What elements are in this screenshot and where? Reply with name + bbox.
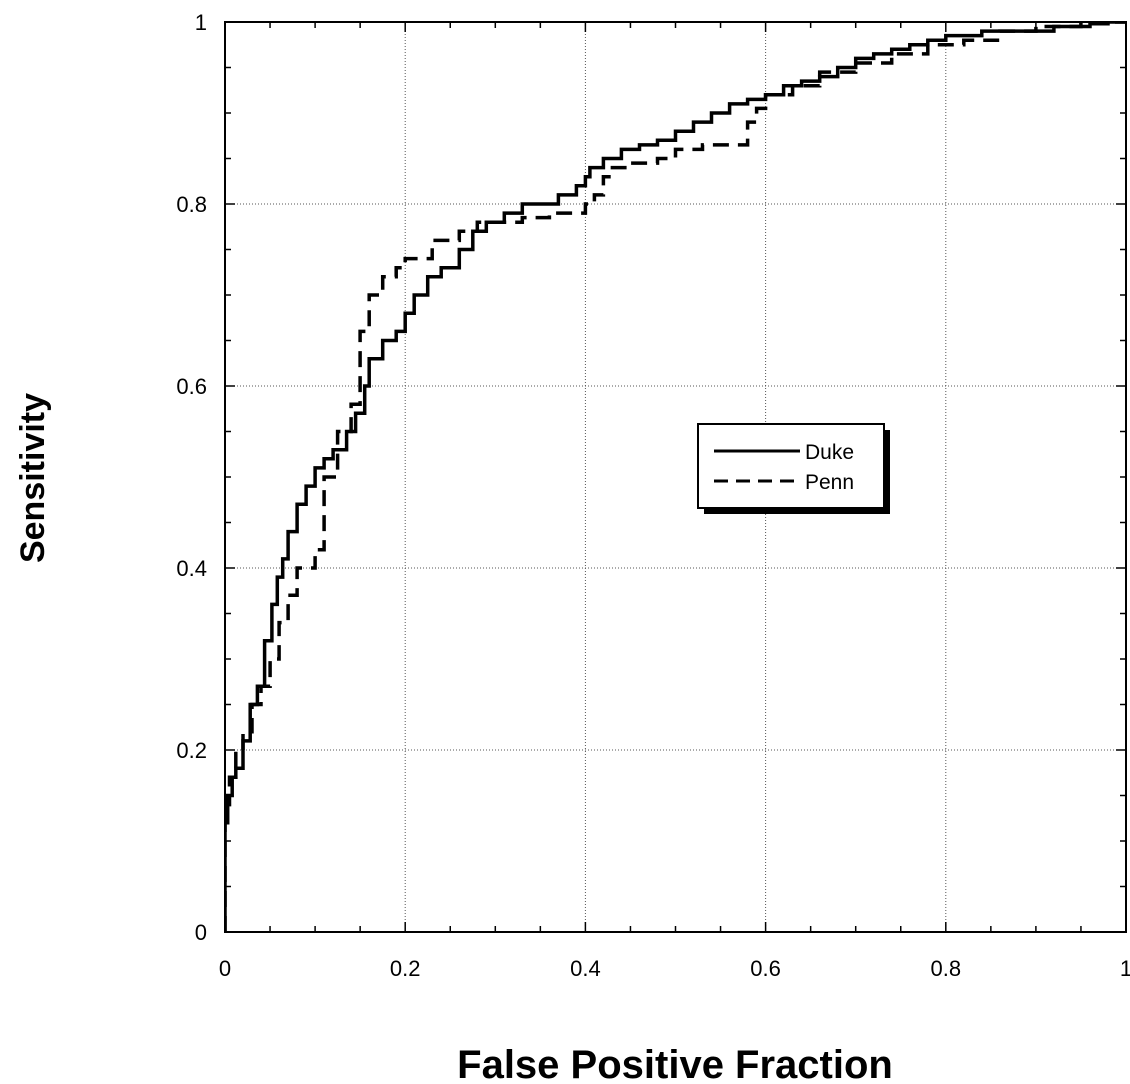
series-line-duke [225,22,1126,932]
plot-frame [224,21,1127,933]
grid-lines [225,22,1126,932]
minor-ticks [224,21,1127,933]
series-layer [225,22,1126,932]
x-tick-label-4: 0.8 [931,956,962,981]
x-tick-label-1: 0.2 [390,956,421,981]
x-tick-label-5: 1 [1120,956,1130,981]
x-tick-label-3: 0.6 [750,956,781,981]
legend-label-penn: Penn [805,471,854,494]
y-tick-label-1: 0.2 [176,738,207,763]
y-tick-labels: 0 0.2 0.4 0.6 0.8 1 [176,10,207,945]
y-tick-label-3: 0.6 [176,374,207,399]
legend-label-duke: Duke [805,441,854,464]
series-line-penn [225,22,1126,932]
legend-box [697,423,885,509]
y-axis-title: Sensitivity [14,393,52,563]
x-tick-label-0: 0 [219,956,231,981]
x-axis-title: False Positive Fraction [457,1043,893,1084]
y-tick-label-5: 1 [195,10,207,35]
x-tick-label-2: 0.4 [570,956,601,981]
legend: Duke Penn [697,423,890,514]
y-tick-label-2: 0.4 [176,556,207,581]
y-tick-label-4: 0.8 [176,192,207,217]
x-tick-labels: 0 0.2 0.4 0.6 0.8 1 [219,956,1130,981]
y-tick-label-0: 0 [195,920,207,945]
